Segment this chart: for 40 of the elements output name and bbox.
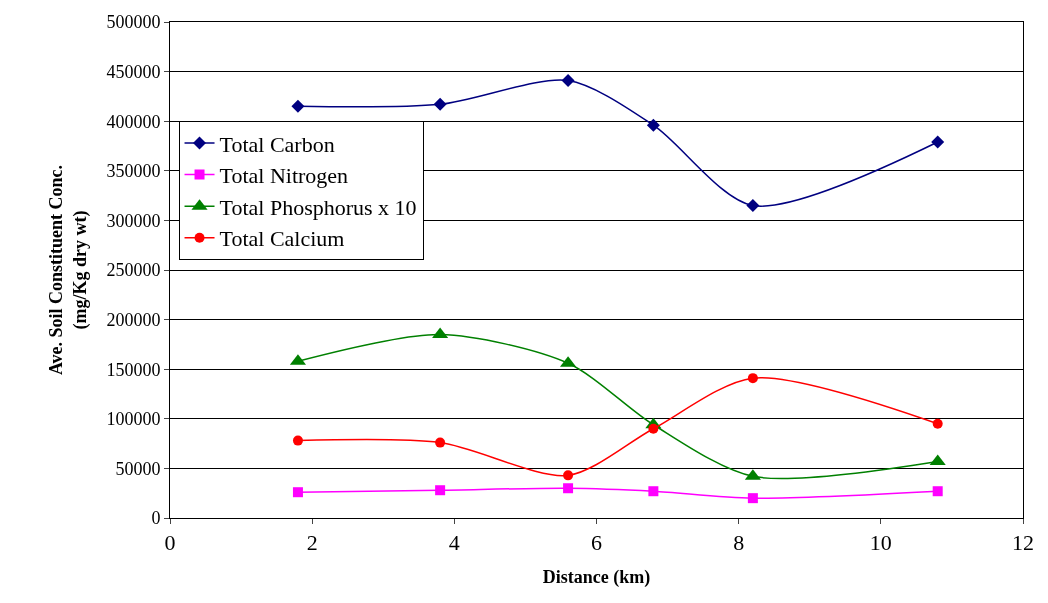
legend-label: Total Nitrogen	[219, 163, 349, 189]
point	[648, 486, 659, 497]
point	[561, 74, 575, 88]
y-tick-label: 350000	[106, 161, 161, 182]
y-tick-label: 100000	[106, 409, 161, 430]
y-tick-label: 0	[151, 508, 161, 529]
point	[563, 470, 574, 481]
point	[435, 485, 446, 496]
point	[292, 487, 303, 498]
point	[291, 99, 305, 113]
point	[932, 486, 943, 497]
x-tick-label: 6	[591, 530, 602, 556]
y-axis-title: Ave. Soil Constituent Conc. (mg/Kg dry wt)	[46, 164, 91, 376]
legend-label: Total Carbon	[219, 131, 335, 157]
y-tick-label: 200000	[106, 309, 161, 330]
y-tick-label: 50000	[115, 458, 161, 479]
y-tick-label: 500000	[106, 12, 161, 33]
x-tick-label: 12	[1012, 530, 1034, 556]
y-tick-label: 400000	[106, 111, 161, 132]
y-tick-label: 450000	[106, 61, 161, 82]
y-tick-label: 250000	[106, 260, 161, 281]
point	[292, 435, 303, 446]
x-tick-label: 4	[448, 530, 460, 556]
point	[433, 97, 447, 111]
point	[646, 118, 660, 132]
point	[931, 135, 945, 149]
point	[747, 373, 758, 384]
point	[746, 199, 760, 213]
point	[932, 418, 943, 429]
y-tick-label: 150000	[106, 359, 161, 380]
x-tick-label: 2	[306, 530, 318, 556]
point	[747, 493, 758, 504]
point	[563, 483, 574, 494]
legend-label: Total Phosphorus x 10	[219, 194, 417, 220]
legend-label: Total Calcium	[219, 226, 345, 252]
x-axis-title: Distance (km)	[542, 566, 651, 588]
point	[435, 437, 446, 448]
x-tick-label: 10	[869, 530, 892, 556]
y-tick-label: 300000	[106, 210, 161, 231]
x-tick-label: 8	[733, 530, 745, 556]
